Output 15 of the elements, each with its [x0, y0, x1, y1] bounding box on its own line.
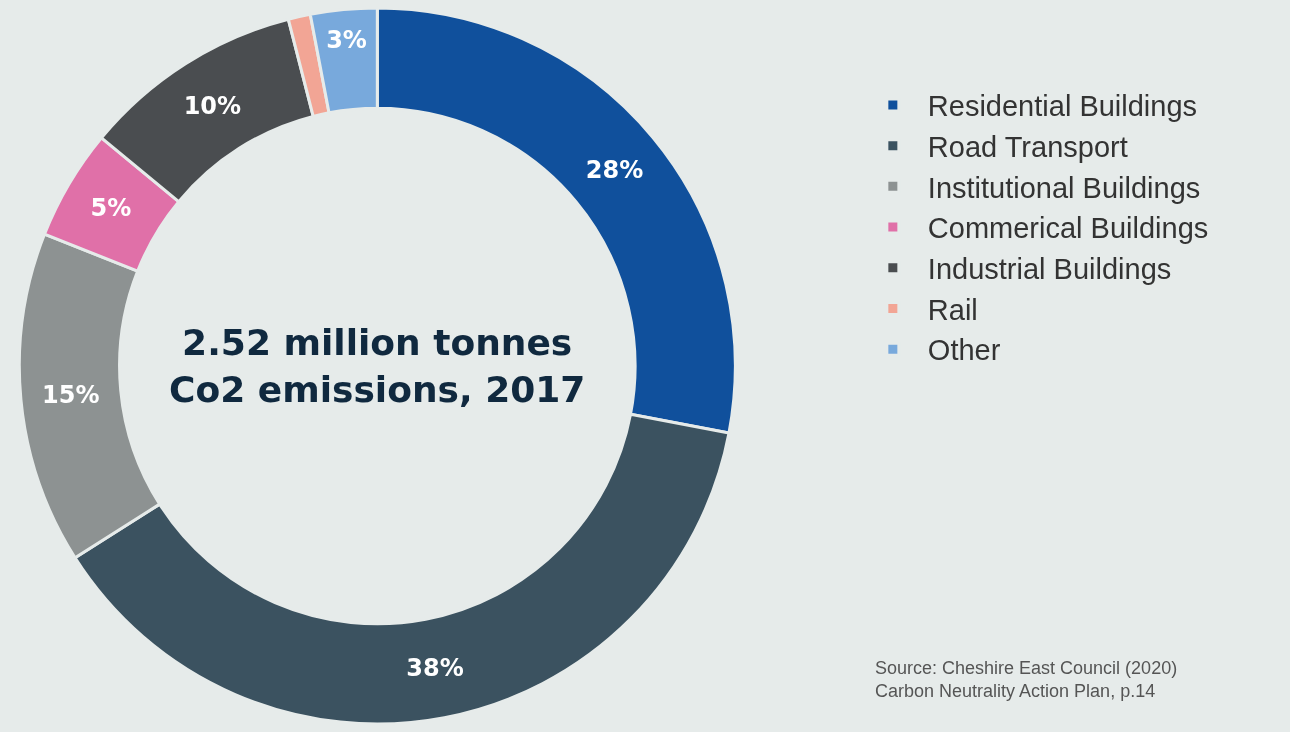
source-note: Source: Cheshire East Council (2020) Carbon Neutrality Action Plan, p.14	[875, 658, 1178, 702]
legend-label: Institutional Buildings	[927, 171, 1201, 204]
legend-label: Rail	[927, 293, 978, 326]
legend-label: Residential Buildings	[927, 90, 1198, 123]
text: 2.52 million tonnes Co2 emissions, 2017	[169, 322, 586, 410]
data-label: 38%	[406, 654, 464, 683]
legend-label: Other	[927, 334, 1001, 367]
data-label: 3%	[326, 26, 367, 55]
data-label: 5%	[90, 194, 132, 223]
data-label: 28%	[585, 155, 644, 184]
legend-label: Road Transport	[927, 130, 1128, 163]
legend-label: Commerical Buildings	[927, 212, 1209, 245]
legend-label: Industrial Buildings	[927, 253, 1172, 286]
data-label: 10%	[183, 92, 242, 121]
data-label: 15%	[42, 380, 100, 409]
